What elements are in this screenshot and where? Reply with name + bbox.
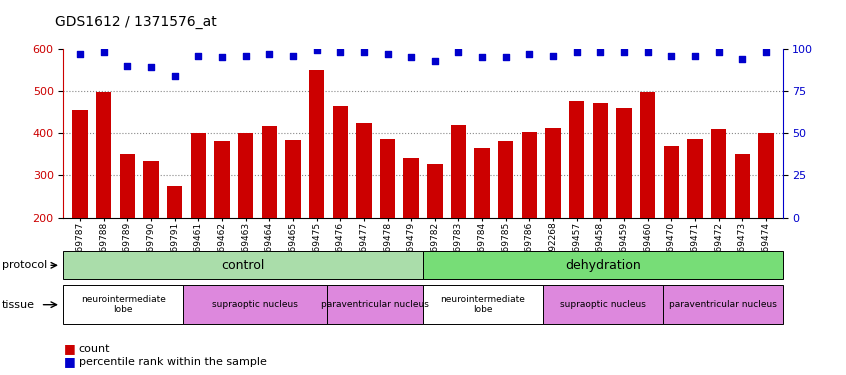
Point <box>144 64 157 70</box>
Bar <box>617 108 632 218</box>
Bar <box>356 123 371 218</box>
Text: supraoptic nucleus: supraoptic nucleus <box>560 300 645 309</box>
Point <box>735 56 749 62</box>
Point <box>239 53 252 58</box>
Bar <box>734 154 750 218</box>
Point <box>499 54 513 60</box>
Point <box>215 54 228 60</box>
Point <box>665 53 678 58</box>
Bar <box>332 106 348 218</box>
Bar <box>261 126 277 218</box>
Bar <box>309 70 324 217</box>
Bar <box>119 154 135 218</box>
Point <box>286 53 299 58</box>
Text: supraoptic nucleus: supraoptic nucleus <box>212 300 298 309</box>
Point <box>357 49 371 55</box>
Point <box>428 57 442 63</box>
Text: control: control <box>222 259 265 272</box>
Bar <box>475 148 490 217</box>
Point <box>570 49 584 55</box>
Text: paraventricular nucleus: paraventricular nucleus <box>668 300 777 309</box>
Bar <box>214 141 229 218</box>
Text: count: count <box>79 344 110 354</box>
Text: paraventricular nucleus: paraventricular nucleus <box>321 300 429 309</box>
Bar <box>404 158 419 218</box>
Text: tissue: tissue <box>2 300 35 310</box>
Point <box>689 53 702 58</box>
Text: GDS1612 / 1371576_at: GDS1612 / 1371576_at <box>55 15 217 29</box>
Bar <box>711 129 727 218</box>
Point <box>381 51 394 57</box>
Bar <box>640 92 656 218</box>
Bar <box>238 133 253 218</box>
Point <box>191 53 205 58</box>
Bar <box>663 146 679 218</box>
Bar <box>546 128 561 217</box>
Text: ■: ■ <box>63 342 75 355</box>
Bar <box>687 140 703 218</box>
Point <box>120 63 134 69</box>
Point <box>262 51 276 57</box>
Point <box>452 49 465 55</box>
Point <box>333 49 347 55</box>
Point <box>641 49 655 55</box>
Bar <box>498 141 514 218</box>
Bar <box>451 124 466 217</box>
Bar <box>190 133 206 218</box>
Bar <box>569 102 585 217</box>
Point <box>523 51 536 57</box>
Bar <box>143 161 159 218</box>
Point <box>74 51 87 57</box>
Point <box>97 49 111 55</box>
Text: dehydration: dehydration <box>565 259 640 272</box>
Point <box>310 48 323 54</box>
Point <box>547 53 560 58</box>
Bar <box>522 132 537 218</box>
Bar <box>167 186 183 218</box>
Text: neurointermediate
lobe: neurointermediate lobe <box>81 295 166 314</box>
Point <box>618 49 631 55</box>
Point <box>404 54 418 60</box>
Text: protocol: protocol <box>2 260 47 270</box>
Point <box>594 49 607 55</box>
Bar <box>380 140 395 218</box>
Text: ■: ■ <box>63 356 75 368</box>
Bar <box>96 92 112 218</box>
Text: percentile rank within the sample: percentile rank within the sample <box>79 357 266 367</box>
Bar <box>427 164 442 218</box>
Point <box>168 73 181 79</box>
Bar <box>285 140 300 218</box>
Point <box>759 49 772 55</box>
Bar <box>758 133 774 218</box>
Bar <box>593 103 608 218</box>
Bar <box>72 110 88 218</box>
Point <box>712 49 726 55</box>
Text: neurointermediate
lobe: neurointermediate lobe <box>441 295 525 314</box>
Point <box>475 54 489 60</box>
